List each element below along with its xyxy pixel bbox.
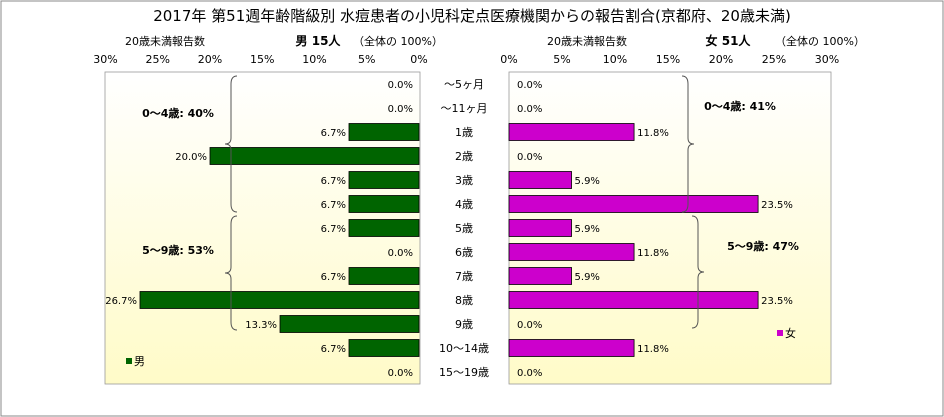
right-bar-label: 5.9%: [575, 224, 600, 235]
right-axis-tick: 20%: [709, 53, 733, 66]
category-label: 1歳: [455, 126, 473, 139]
left-axis-tick: 20%: [198, 53, 222, 66]
right-bar: [508, 123, 635, 141]
left-axis-tick: 0%: [410, 53, 427, 66]
right-bar-label: 11.8%: [637, 344, 669, 355]
category-label: 4歳: [455, 198, 473, 211]
right-group-label-0-4: 0〜4歳: 41%: [704, 99, 776, 113]
right-axis-tick: 10%: [603, 53, 627, 66]
right-bar-label: 5.9%: [575, 272, 600, 283]
left-axis-tick: 5%: [358, 53, 375, 66]
left-header: 男 15人: [296, 33, 342, 48]
left-legend-label: 男: [134, 355, 145, 368]
right-legend-swatch: [777, 330, 783, 336]
left-bar-label: 6.7%: [321, 200, 346, 211]
right-bar-label: 11.8%: [637, 128, 669, 139]
chart-title: 2017年 第51週年齢階級別 水痘患者の小児科定点医療機関からの報告割合(京都…: [153, 7, 791, 25]
left-bar-label: 20.0%: [175, 152, 207, 163]
left-axis-tick: 15%: [250, 53, 274, 66]
right-bar-label: 0.0%: [517, 368, 542, 379]
right-bar: [508, 267, 572, 285]
left-bar-label: 6.7%: [321, 272, 346, 283]
left-bar: [348, 219, 420, 237]
left-group-label-0-4: 0〜4歳: 40%: [142, 106, 214, 120]
left-bar: [139, 291, 420, 309]
category-label: 7歳: [455, 270, 473, 283]
left-axis-tick: 10%: [302, 53, 326, 66]
right-brace-5-9: [691, 215, 705, 329]
left-bar-label: 6.7%: [321, 128, 346, 139]
right-bar-label: 23.5%: [761, 200, 793, 211]
right-bar-label: 23.5%: [761, 296, 793, 307]
left-bar: [348, 123, 420, 141]
right-bar-label: 11.8%: [637, 248, 669, 259]
right-axis-tick: 30%: [815, 53, 839, 66]
right-axis-tick: 5%: [553, 53, 570, 66]
left-brace-0-4: [224, 75, 238, 213]
left-legend-swatch: [126, 358, 132, 364]
right-bar: [508, 171, 572, 189]
left-axis-tick: 30%: [93, 53, 117, 66]
right-axis-tick: 0%: [500, 53, 517, 66]
left-bar-label: 6.7%: [321, 344, 346, 355]
left-group-label-5-9: 5〜9歳: 53%: [142, 243, 214, 257]
category-label: 〜5ヶ月: [444, 78, 484, 91]
right-bar-label: 5.9%: [575, 176, 600, 187]
category-label: 5歳: [455, 222, 473, 235]
left-total: （全体の 100%）: [353, 34, 443, 48]
right-bar: [508, 243, 635, 261]
left-bar: [348, 195, 420, 213]
left-axis-label: 20歳未満報告数: [125, 35, 205, 48]
left-bar: [348, 267, 420, 285]
left-bar-label: 6.7%: [321, 224, 346, 235]
category-label: 10〜14歳: [439, 342, 489, 355]
right-axis-tick: 15%: [656, 53, 680, 66]
left-bar-label: 0.0%: [388, 368, 413, 379]
left-bar-label: 13.3%: [245, 320, 277, 331]
category-label: 3歳: [455, 174, 473, 187]
category-label: 〜11ヶ月: [441, 102, 488, 115]
category-label: 15〜19歳: [439, 366, 489, 379]
right-bar: [508, 291, 759, 309]
left-axis-tick: 25%: [146, 53, 170, 66]
category-label: 6歳: [455, 246, 473, 259]
category-label: 2歳: [455, 150, 473, 163]
category-label: 9歳: [455, 318, 473, 331]
left-brace-5-9: [224, 215, 238, 331]
right-legend-label: 女: [785, 326, 796, 340]
right-axis-label: 20歳未満報告数: [547, 35, 627, 48]
right-bar: [508, 219, 572, 237]
right-bar: [508, 195, 759, 213]
left-bar: [209, 147, 420, 165]
left-bar-label: 0.0%: [388, 80, 413, 91]
left-bar-label: 0.0%: [388, 104, 413, 115]
left-bar: [279, 315, 420, 333]
right-group-label-5-9: 5〜9歳: 47%: [727, 239, 799, 253]
left-bar-label: 6.7%: [321, 176, 346, 187]
right-bar-label: 0.0%: [517, 104, 542, 115]
right-bar-label: 0.0%: [517, 320, 542, 331]
right-brace-0-4: [681, 75, 695, 213]
left-bar-label: 26.7%: [105, 296, 137, 307]
left-bar: [348, 339, 420, 357]
category-label: 8歳: [455, 294, 473, 307]
right-bar-label: 0.0%: [517, 80, 542, 91]
right-total: （全体の 100%）: [775, 34, 865, 48]
right-axis-tick: 25%: [762, 53, 786, 66]
left-bar: [348, 171, 420, 189]
right-bar: [508, 339, 635, 357]
right-header: 女 51人: [706, 33, 752, 48]
right-bar-label: 0.0%: [517, 152, 542, 163]
left-bar-label: 0.0%: [388, 248, 413, 259]
